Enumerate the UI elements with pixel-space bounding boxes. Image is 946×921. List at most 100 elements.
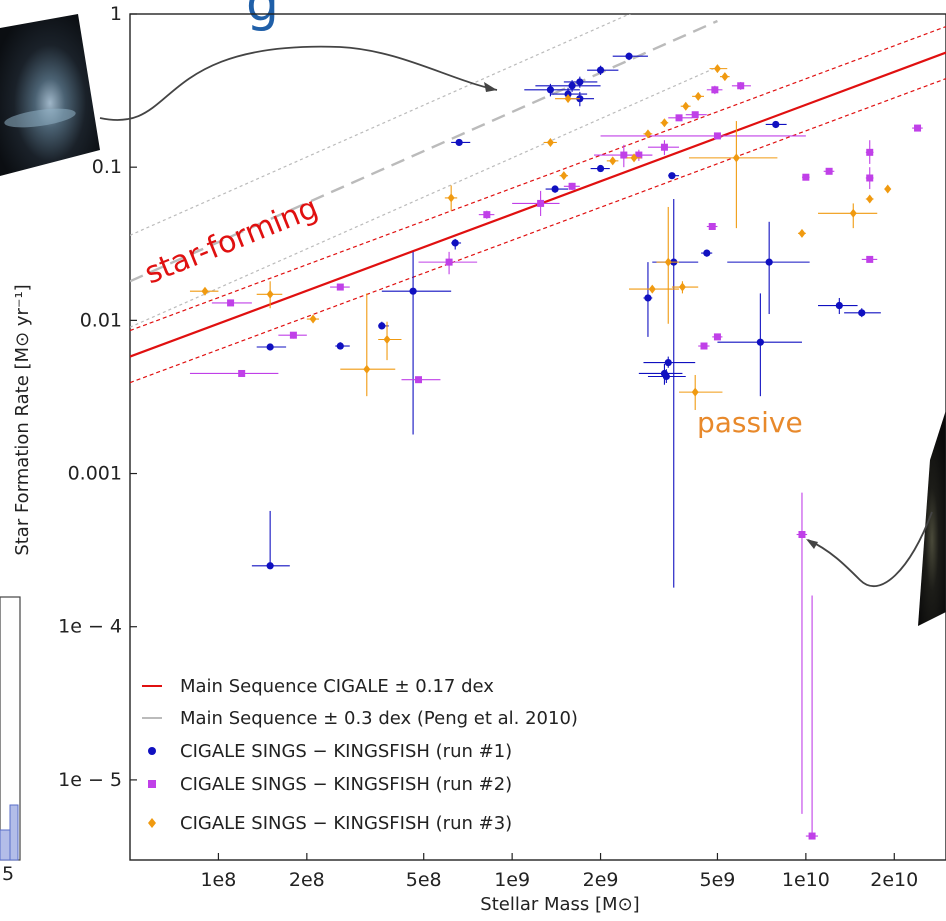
data-point-square [418, 251, 478, 275]
point-marker [798, 228, 806, 238]
data-point-circle [587, 65, 619, 75]
point-marker [455, 138, 463, 147]
point-marker [630, 153, 638, 163]
legend-marker-square [148, 780, 156, 788]
data-point-circle [563, 76, 598, 88]
data-point-square [823, 167, 835, 175]
point-marker [635, 151, 643, 159]
point-marker [609, 156, 617, 166]
point-marker [289, 331, 297, 339]
point-marker [336, 283, 344, 291]
data-point-diamond [626, 153, 642, 163]
peng-ms-line [130, 19, 718, 283]
point-marker [772, 120, 780, 129]
legend-label-cigale-ms: Main Sequence CIGALE ± 0.17 dex [180, 676, 494, 697]
point-marker [447, 193, 455, 203]
arrow-bottom [807, 511, 933, 587]
data-point-square [801, 173, 810, 181]
point-marker [694, 91, 702, 101]
point-marker [445, 258, 453, 266]
data-point-diamond [671, 281, 699, 294]
x-tick-label: 2e8 [289, 869, 325, 891]
y-tick-label: 1e − 4 [58, 616, 122, 638]
legend-label-run3: CIGALE SINGS − KINGSFISH (run #3) [180, 813, 512, 834]
point-marker [708, 222, 716, 230]
data-point-diamond [189, 286, 219, 296]
legend-entry-run3: CIGALE SINGS − KINGSFISH (run #3) [148, 813, 512, 834]
point-marker [703, 249, 711, 257]
point-marker [664, 358, 672, 367]
x-tick-label: 1e9 [494, 869, 530, 891]
point-marker [568, 82, 576, 90]
data-point-square [330, 283, 350, 291]
data-point-diamond [606, 156, 619, 166]
galaxy-photo-bottom-right [918, 410, 946, 626]
legend-entry-run2: CIGALE SINGS − KINGSFISH (run #2) [148, 774, 512, 795]
point-marker [551, 185, 559, 193]
data-point-square [278, 331, 307, 339]
point-marker [737, 82, 745, 90]
data-point-diamond [559, 171, 569, 181]
data-point-circle [844, 308, 881, 318]
x-tick-label: 5e8 [406, 869, 442, 891]
point-marker [721, 72, 729, 82]
y-tick-label: 0.01 [80, 309, 122, 331]
point-marker [568, 182, 576, 190]
point-marker [537, 199, 545, 207]
point-marker [596, 66, 605, 74]
data-point-diamond [884, 184, 892, 194]
data-point-diamond [688, 121, 778, 229]
point-marker [238, 369, 246, 377]
x-axis-ticks: 1e8 2e8 5e8 1e9 2e9 5e9 1e10 2e10 [200, 853, 918, 891]
histogram-panel-fragment: 5 [0, 596, 21, 885]
cigale-ms-lower [130, 78, 946, 384]
data-point-circle [638, 363, 683, 385]
data-point-circle [717, 293, 802, 397]
data-point-diamond [680, 101, 691, 111]
y-tick-label: 1e − 5 [58, 769, 122, 791]
main-sequence-lines [130, 14, 946, 384]
x-tick-label: 2e10 [870, 869, 918, 891]
point-marker [644, 294, 652, 302]
data-point-square [512, 190, 560, 217]
partial-title: g [246, 0, 279, 33]
data-point-diamond [306, 314, 319, 324]
data-point-square [698, 342, 710, 350]
point-marker [675, 114, 683, 122]
data-point-diamond [865, 194, 874, 204]
arrow-top [99, 45, 498, 121]
point-marker [765, 258, 773, 266]
point-marker [644, 129, 652, 139]
point-marker [914, 124, 922, 132]
point-marker [711, 86, 719, 94]
point-marker [564, 90, 572, 98]
point-marker [383, 335, 391, 345]
data-point-diamond [797, 228, 806, 238]
point-marker [808, 832, 816, 840]
data-point-circle [251, 510, 290, 570]
data-point-diamond [378, 321, 402, 361]
data-points [189, 52, 923, 840]
point-marker [451, 239, 459, 247]
data-point-diamond [256, 281, 283, 309]
legend-marker-circle [148, 747, 156, 755]
data-point-square [401, 376, 441, 384]
point-marker [713, 64, 721, 74]
data-point-diamond [629, 284, 680, 294]
data-point-circle [643, 262, 653, 337]
arrow-top-head [484, 82, 497, 92]
point-marker [802, 173, 810, 181]
point-marker [266, 343, 274, 351]
point-marker [415, 376, 423, 384]
data-point-square [623, 149, 653, 161]
point-marker [560, 171, 568, 181]
point-marker [576, 78, 584, 86]
point-marker [713, 333, 721, 341]
peng-ms-upper [130, 14, 632, 236]
data-point-square [805, 595, 819, 840]
data-point-diamond [340, 293, 396, 397]
point-marker [849, 208, 857, 218]
data-point-square [647, 140, 680, 156]
x-axis-label: Stellar Mass [M⊙] [480, 894, 639, 915]
